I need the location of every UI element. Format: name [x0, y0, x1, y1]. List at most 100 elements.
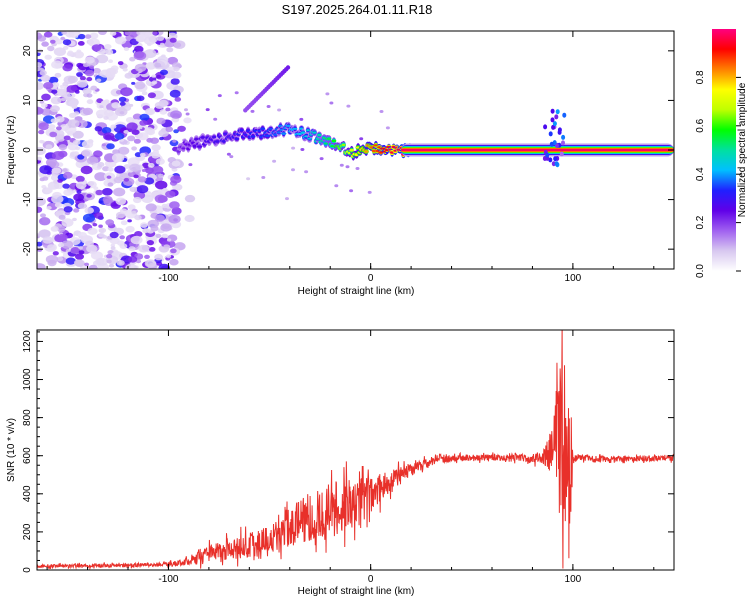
spectrogram-noise-blob — [58, 144, 67, 151]
spectrogram-noise-blob — [134, 63, 147, 72]
spectrogram-noise-blob — [124, 72, 133, 79]
spectrogram-noise-blob — [184, 194, 196, 203]
spectrogram-noise-blob — [174, 97, 182, 102]
spectrogram-noise-blob — [158, 263, 171, 269]
spectrogram-noise-blob — [60, 36, 66, 41]
spectrogram-noise-blob — [300, 148, 305, 151]
spectrogram-noise-blob — [62, 64, 73, 72]
spectrogram-noise-blob — [291, 146, 296, 150]
spectrogram-noise-blob — [51, 82, 60, 88]
spectrogram-noise-blob — [109, 231, 119, 239]
spectrogram-ridge-blob — [250, 135, 256, 138]
spectrogram-noise-blob — [60, 97, 67, 102]
spectrogram-noise-blob — [78, 250, 85, 255]
spectrogram-noise-blob — [111, 153, 125, 163]
spectrogram-noise-blob — [40, 103, 48, 108]
spectrogram-ridge-blob — [562, 112, 567, 118]
spectrogram-noise-blob — [140, 31, 151, 38]
spectrogram-noise-blob — [213, 117, 218, 121]
spectrogram-ridge-blob — [276, 131, 282, 134]
spectrogram-noise-blob — [229, 155, 234, 159]
spectrogram-noise-blob — [103, 132, 115, 141]
spectrogram-noise-blob — [73, 151, 79, 156]
spectrogram-noise-blob — [37, 156, 43, 161]
spectrogram-noise-blob — [129, 103, 134, 107]
spectrogram-carrier-band — [401, 149, 674, 151]
spectrogram-y-tick-label: 10 — [22, 94, 33, 106]
spectrogram-x-axis-label: Height of straight line (km) — [298, 286, 415, 297]
chart-title: S197.2025.264.01.11.R18 — [282, 2, 433, 17]
spectrogram-noise-blob — [173, 66, 180, 72]
spectrogram-noise-blob — [299, 117, 304, 121]
snr-x-axis-label: Height of straight line (km) — [298, 586, 415, 597]
snr-y-tick-label: 0 — [22, 567, 33, 573]
spectrogram-noise-blob — [123, 47, 130, 51]
spectrogram-noise-blob — [114, 107, 128, 117]
spectrogram-ridge-blob — [239, 129, 244, 132]
spectrogram-noise-blob — [359, 137, 364, 141]
spectrogram-noise-blob — [105, 49, 114, 55]
spectrogram-noise-blob — [133, 51, 147, 61]
spectrogram-noise-blob — [96, 54, 109, 64]
spectrogram-ridge-blob — [268, 127, 274, 131]
spectrogram-noise-blob — [103, 116, 109, 120]
spectrogram-noise-blob — [117, 61, 124, 66]
spectrogram-noise-blob — [76, 49, 82, 53]
spectrogram-noise-blob — [141, 91, 148, 96]
spectrogram-ridge-blob — [194, 138, 199, 141]
spectrogram-noise-blob — [102, 166, 110, 172]
spectrogram-noise-blob — [160, 42, 165, 47]
spectrogram-noise-blob — [37, 62, 43, 68]
colorbar: 0.0 0.2 0.4 0.6 0.8 Normalized spectral ampl… — [695, 29, 748, 278]
spectrogram-noise-blob — [53, 140, 59, 144]
spectrogram-noise-blob — [151, 165, 164, 175]
spectrogram-noise-blob — [84, 34, 92, 39]
spectrogram-noise-blob — [84, 262, 90, 267]
spectrogram-noise-blob — [91, 44, 102, 52]
spectrogram-noise-blob — [62, 168, 68, 173]
spectrogram-noise-blob — [155, 233, 162, 238]
snr-x-tick-label: 0 — [368, 574, 374, 585]
spectrogram-noise-blob — [109, 31, 117, 36]
spectrogram-noise-blob — [142, 228, 150, 234]
spectrogram-noise-blob — [166, 238, 172, 242]
snr-x-ticks: -100 0 100 — [46, 330, 655, 585]
spectrogram-noise-blob — [156, 35, 165, 41]
spectrogram-noise-blob — [128, 246, 136, 252]
spectrogram-noise-blob — [110, 124, 117, 129]
spectrogram-noise-blob — [135, 36, 145, 43]
colorbar-gradient — [712, 29, 736, 271]
spectrogram-ridge-blob — [378, 151, 384, 154]
spectrogram-noise-blob — [77, 41, 85, 46]
spectrogram-noise-blob — [104, 44, 112, 50]
spectrogram-noise-blob — [90, 85, 98, 91]
spectrogram-noise-blob — [47, 244, 56, 251]
spectrogram-noise-blob — [82, 107, 94, 116]
spectrogram-noise-blob — [170, 248, 177, 254]
spectrogram-noise-blob — [154, 101, 165, 109]
spectrogram-noise-blob — [156, 117, 166, 125]
spectrogram-noise-blob — [146, 240, 154, 246]
spectrogram-ridge-blob — [306, 129, 310, 132]
spectrogram-noise-blob — [319, 157, 324, 161]
spectrogram-noise-blob — [171, 71, 182, 79]
colorbar-tick-label: 0.0 — [695, 264, 706, 278]
spectrogram-noise-blob — [73, 51, 85, 59]
spectrogram-noise-blob — [169, 201, 180, 210]
spectrogram-noise-blob — [169, 37, 177, 43]
spectrogram-noise-blob — [37, 206, 43, 213]
spectrogram-noise-blob — [113, 187, 126, 197]
spectrogram-noise-blob — [84, 56, 95, 64]
spectrogram-y-tick-label: 0 — [22, 147, 33, 153]
spectrogram-noise-blob — [367, 190, 372, 194]
spectrogram-y-tick-label: -10 — [22, 192, 33, 207]
spectrogram-noise-blob — [86, 77, 93, 82]
spectrogram-noise-blob — [80, 165, 93, 175]
spectrogram-noise-blob — [78, 235, 84, 239]
snr-y-tick-label: 1000 — [22, 368, 33, 391]
spectrogram-noise-blob — [184, 214, 195, 223]
spectrogram-noise-blob — [86, 194, 92, 198]
spectrogram-ridge-blob — [545, 152, 550, 158]
spectrogram-noise-blob — [136, 185, 149, 194]
